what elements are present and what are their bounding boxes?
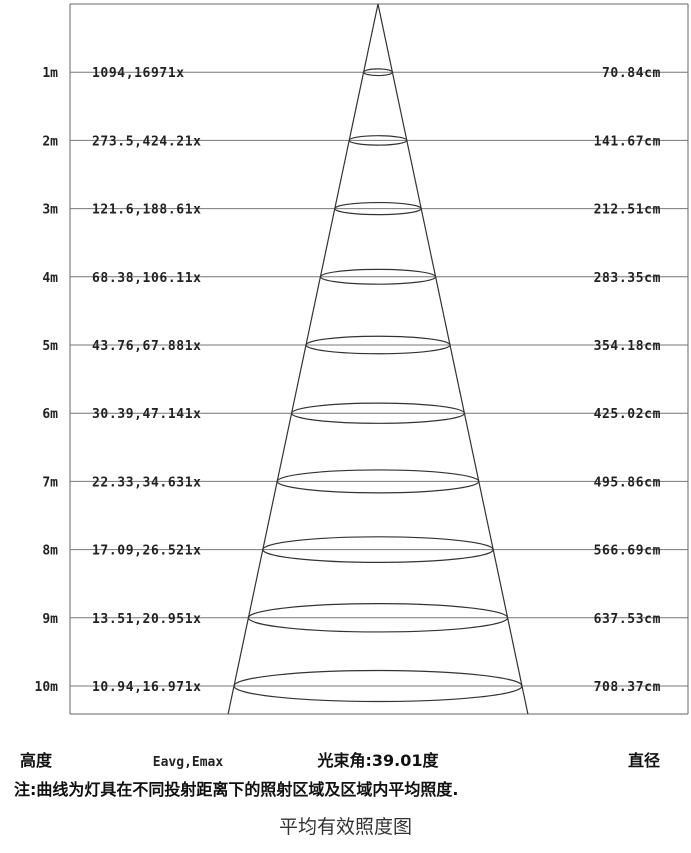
row-height: 4m: [42, 271, 58, 286]
row-illuminance: 1094,16971x: [92, 66, 185, 81]
row-diameter: 708.37cm: [594, 680, 661, 695]
row-height: 9m: [42, 612, 58, 627]
illuminance-label: Eavg,Emax: [153, 755, 224, 770]
row-height: 3m: [42, 203, 58, 218]
row-illuminance: 121.6,188.61x: [92, 203, 202, 218]
beam-edge-right: [377, 3, 529, 715]
row-diameter: 425.02cm: [594, 407, 661, 422]
beam-edge-left: [227, 3, 379, 715]
diagram-caption: 平均有效照度图: [278, 816, 412, 838]
row-illuminance: 43.76,67.881x: [92, 339, 202, 354]
row-height: 8m: [42, 544, 58, 559]
row-illuminance: 22.33,34.631x: [92, 475, 202, 490]
row-illuminance: 68.38,106.11x: [92, 271, 202, 286]
row-height: 10m: [35, 680, 59, 695]
row-diameter: 283.35cm: [594, 271, 661, 286]
diagram-footer: 高度 Eavg,Emax 光束角:39.01度 直径 注:曲线为灯具在不同投射距…: [14, 751, 660, 799]
row-illuminance: 13.51,20.951x: [92, 612, 202, 627]
row-height: 6m: [42, 407, 58, 422]
diameter-label: 直径: [628, 751, 660, 770]
row-diameter: 495.86cm: [594, 475, 661, 490]
grid-lines: [69, 3, 689, 715]
row-diameter: 637.53cm: [594, 612, 661, 627]
row-diameter: 354.18cm: [594, 339, 661, 354]
height-label: 高度: [20, 751, 53, 770]
row-illuminance: 10.94,16.971x: [92, 680, 202, 695]
row-diameter: 70.84cm: [602, 66, 661, 81]
row-height: 1m: [42, 66, 58, 81]
row-labels: 1m 1094,16971x 70.84cm 2m 273.5,424.21x 141.6…: [35, 66, 661, 695]
row-illuminance: 17.09,26.521x: [92, 544, 202, 559]
row-diameter: 212.51cm: [594, 203, 661, 218]
note-text: 注:曲线为灯具在不同投射距离下的照射区域及区域内平均照度.: [14, 780, 458, 799]
row-diameter: 566.69cm: [594, 544, 661, 559]
row-illuminance: 30.39,47.141x: [92, 407, 202, 422]
row-diameter: 141.67cm: [594, 134, 661, 149]
beam-cone: [227, 3, 529, 715]
row-illuminance: 273.5,424.21x: [92, 134, 202, 149]
row-height: 7m: [42, 475, 58, 490]
row-height: 5m: [42, 339, 58, 354]
row-height: 2m: [42, 134, 58, 149]
beam-angle-label: 光束角:39.01度: [316, 751, 439, 770]
